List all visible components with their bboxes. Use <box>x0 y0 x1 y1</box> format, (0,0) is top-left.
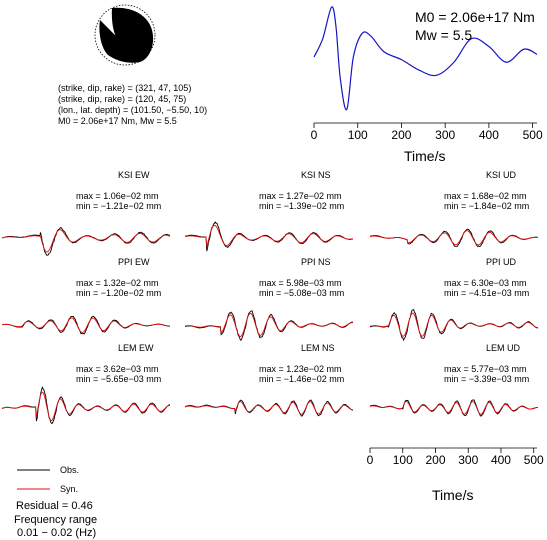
syn-trace-0 <box>1 229 171 253</box>
panel-station-label: LEM EW <box>118 343 154 353</box>
mechanism-line-3: (lon., lat. depth) = (101.50, −5.50, 10) <box>58 105 208 115</box>
panel-min-label: min = −1.46e−02 mm <box>259 374 345 384</box>
panel-station-label: KSI EW <box>118 170 150 180</box>
stf-m0-label: M0 = 2.06e+17 Nm <box>415 9 535 25</box>
panel-station-label: KSI NS <box>301 170 331 180</box>
time-ticks <box>369 448 535 453</box>
panel-max-label: max = 1.68e−02 mm <box>444 191 527 201</box>
panel-max-label: max = 5.77e−03 mm <box>444 364 527 374</box>
stf-tick-label-0: 0 <box>310 128 318 142</box>
panel-max-label: max = 1.23e−02 mm <box>259 364 342 374</box>
time-tick-label-0: 0 <box>366 453 374 467</box>
panel-max-label: max = 6.30e−03 mm <box>444 278 527 288</box>
syn-trace-3 <box>1 317 170 333</box>
time-tick-label-5: 500 <box>523 453 544 467</box>
residual-text: Residual = 0.46 <box>16 500 93 512</box>
panel-station-label: LEM NS <box>301 343 335 353</box>
panel-max-label: max = 1.32e−02 mm <box>76 278 159 288</box>
time-tick-label-1: 100 <box>392 453 413 467</box>
syn-trace-7 <box>184 401 354 415</box>
panel-max-label: max = 5.98e−03 mm <box>259 278 342 288</box>
panel-max-label: max = 1.27e−02 mm <box>259 191 342 201</box>
time-tick-label-2: 200 <box>425 453 446 467</box>
mechanism-line-1: (strike, dip, rake) = (321, 47, 105) <box>58 83 192 93</box>
syn-trace-8 <box>369 400 538 415</box>
panel-station-label: PPI EW <box>118 257 150 267</box>
syn-trace-4 <box>184 312 353 337</box>
stf-series-line <box>313 6 538 111</box>
stf-tick-label-2: 200 <box>391 128 412 142</box>
panel-min-label: min = −3.39e−03 mm <box>444 374 530 384</box>
stf-mw-label: Mw = 5.5 <box>415 27 473 43</box>
obs-trace-5 <box>369 309 538 342</box>
panel-min-label: min = −4.51e−03 mm <box>444 288 530 298</box>
panel-min-label: min = −1.20e−02 mm <box>76 288 162 298</box>
panel-max-label: max = 3.62e−03 mm <box>76 364 159 374</box>
stf-xlabel: Time/s <box>404 148 446 164</box>
stf-tick-label-3: 300 <box>435 128 456 142</box>
panel-min-label: min = −1.21e−02 mm <box>76 201 162 211</box>
legend-syn-label: Syn. <box>60 484 79 494</box>
frequency-value: 0.01 − 0.02 (Hz) <box>17 527 97 539</box>
panel-min-label: min = −1.84e−02 mm <box>444 201 530 211</box>
syn-trace-2 <box>369 230 539 246</box>
panel-max-label: max = 1.06e−02 mm <box>76 191 159 201</box>
time-tick-label-3: 300 <box>458 453 479 467</box>
panel-min-label: min = −5.08e−03 mm <box>259 288 345 298</box>
panel-station-label: LEM UD <box>486 343 521 353</box>
frequency-title: Frequency range <box>14 514 98 526</box>
stf-tick-label-4: 400 <box>478 128 499 142</box>
panel-station-label: PPI NS <box>301 257 331 267</box>
mechanism-line-2: (strike, dip, rake) = (120, 45, 75) <box>58 94 187 104</box>
syn-trace-1 <box>184 224 354 247</box>
panel-station-label: KSI UD <box>486 170 517 180</box>
stf-tick-label-5: 500 <box>522 128 543 142</box>
panel-min-label: min = −5.65e−03 mm <box>76 374 162 384</box>
syn-trace-6 <box>1 391 170 421</box>
syn-trace-5 <box>369 312 539 337</box>
mechanism-line-4: M0 = 2.06e+17 Nm, Mw = 5.5 <box>58 116 177 126</box>
time-xlabel: Time/s <box>432 487 474 503</box>
stf-ticks <box>313 123 534 128</box>
stf-tick-label-1: 100 <box>347 128 368 142</box>
panel-station-label: PPI UD <box>486 257 517 267</box>
legend-obs-label: Obs. <box>60 465 80 475</box>
panel-min-label: min = −1.39e−02 mm <box>259 201 345 211</box>
time-tick-label-4: 400 <box>490 453 511 467</box>
